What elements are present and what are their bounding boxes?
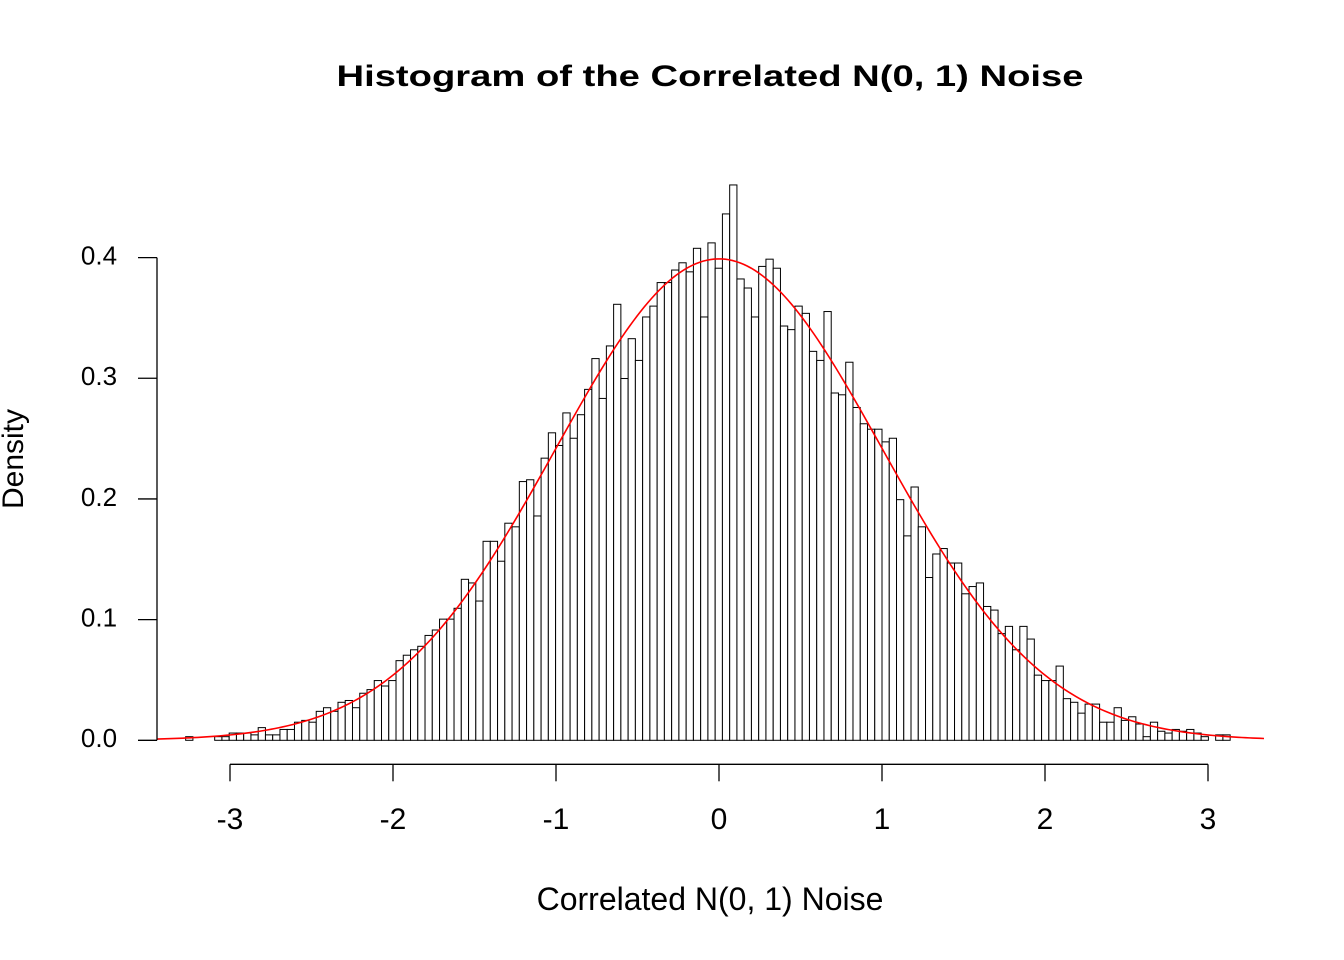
svg-text:-3: -3 — [217, 803, 244, 836]
svg-text:Histogram of the Correlated N(: Histogram of the Correlated N(0, 1) Nois… — [337, 60, 1084, 93]
svg-text:0.1: 0.1 — [81, 602, 117, 632]
svg-text:2: 2 — [1037, 803, 1054, 836]
svg-text:0: 0 — [711, 803, 728, 836]
svg-text:1: 1 — [874, 803, 891, 836]
svg-text:0.2: 0.2 — [81, 482, 117, 512]
svg-text:-1: -1 — [543, 803, 570, 836]
svg-text:Density: Density — [0, 409, 30, 509]
svg-text:-2: -2 — [380, 803, 407, 836]
svg-text:0.3: 0.3 — [81, 361, 117, 391]
svg-text:0.4: 0.4 — [81, 240, 117, 270]
svg-text:0.0: 0.0 — [81, 723, 117, 753]
svg-text:Correlated N(0, 1) Noise: Correlated N(0, 1) Noise — [537, 881, 884, 917]
svg-text:3: 3 — [1200, 803, 1217, 836]
